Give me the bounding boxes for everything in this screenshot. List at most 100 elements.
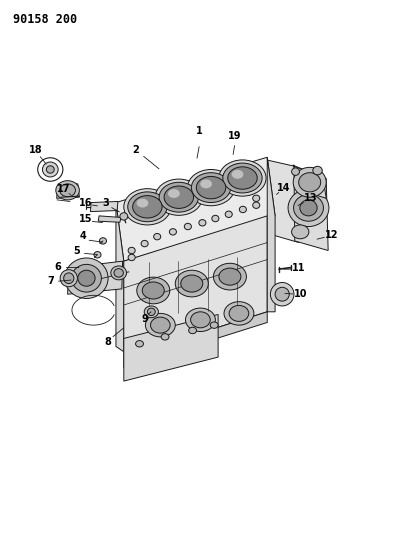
Ellipse shape	[65, 258, 108, 298]
Ellipse shape	[185, 308, 215, 332]
Polygon shape	[90, 201, 118, 212]
Ellipse shape	[137, 277, 170, 304]
Ellipse shape	[154, 233, 161, 240]
Ellipse shape	[200, 180, 212, 188]
Ellipse shape	[212, 215, 219, 222]
Text: 1: 1	[196, 126, 203, 135]
Ellipse shape	[151, 317, 170, 333]
Text: 6: 6	[55, 262, 62, 271]
Polygon shape	[98, 216, 121, 222]
Ellipse shape	[60, 184, 75, 197]
Ellipse shape	[124, 189, 171, 225]
Ellipse shape	[253, 202, 260, 208]
Text: 2: 2	[132, 146, 139, 155]
Text: 5: 5	[73, 246, 81, 255]
Text: 19: 19	[228, 131, 242, 141]
Text: 18: 18	[29, 146, 43, 155]
Ellipse shape	[293, 167, 326, 197]
Ellipse shape	[137, 199, 149, 207]
Ellipse shape	[187, 169, 235, 206]
Ellipse shape	[313, 166, 322, 175]
Ellipse shape	[99, 238, 107, 244]
Polygon shape	[116, 203, 124, 352]
Ellipse shape	[128, 254, 135, 261]
Ellipse shape	[228, 167, 257, 189]
Ellipse shape	[210, 322, 218, 328]
Ellipse shape	[300, 200, 317, 216]
Ellipse shape	[253, 195, 260, 201]
Ellipse shape	[189, 327, 196, 334]
Ellipse shape	[142, 282, 164, 299]
Ellipse shape	[229, 305, 249, 321]
Ellipse shape	[299, 173, 321, 192]
Ellipse shape	[159, 182, 198, 212]
Text: 17: 17	[57, 184, 70, 194]
Ellipse shape	[191, 173, 231, 203]
Ellipse shape	[213, 263, 246, 290]
Polygon shape	[124, 314, 218, 381]
Polygon shape	[57, 184, 79, 198]
Text: 14: 14	[277, 183, 290, 192]
Ellipse shape	[128, 192, 167, 222]
Ellipse shape	[78, 270, 95, 286]
Polygon shape	[124, 216, 267, 357]
Ellipse shape	[72, 264, 101, 292]
Ellipse shape	[64, 273, 74, 284]
Text: 10: 10	[294, 289, 307, 299]
Polygon shape	[124, 312, 267, 368]
Text: 7: 7	[47, 277, 54, 286]
Ellipse shape	[270, 282, 294, 306]
Text: 16: 16	[79, 198, 92, 207]
Ellipse shape	[155, 179, 202, 215]
Ellipse shape	[42, 162, 58, 177]
Ellipse shape	[128, 247, 135, 254]
Polygon shape	[293, 165, 328, 251]
Ellipse shape	[292, 168, 299, 175]
Ellipse shape	[120, 213, 128, 220]
Ellipse shape	[114, 269, 123, 277]
Ellipse shape	[161, 334, 169, 340]
Ellipse shape	[145, 313, 175, 337]
Ellipse shape	[133, 196, 162, 218]
Ellipse shape	[219, 268, 241, 285]
Ellipse shape	[232, 170, 244, 179]
Ellipse shape	[184, 223, 191, 230]
Text: 90158 200: 90158 200	[13, 13, 77, 26]
Ellipse shape	[294, 195, 323, 221]
Ellipse shape	[168, 189, 180, 198]
Ellipse shape	[223, 163, 262, 193]
Ellipse shape	[196, 176, 226, 199]
Ellipse shape	[111, 266, 127, 280]
Text: 9: 9	[141, 314, 148, 324]
Ellipse shape	[181, 275, 203, 292]
Text: 4: 4	[79, 231, 86, 240]
Text: 3: 3	[103, 198, 110, 207]
Ellipse shape	[141, 240, 148, 247]
Ellipse shape	[224, 302, 254, 325]
Ellipse shape	[199, 220, 206, 226]
Ellipse shape	[56, 181, 79, 200]
Polygon shape	[116, 157, 275, 261]
Ellipse shape	[219, 160, 266, 196]
Polygon shape	[68, 261, 123, 294]
Ellipse shape	[60, 270, 77, 287]
Ellipse shape	[288, 189, 329, 227]
Text: 15: 15	[79, 214, 92, 223]
Ellipse shape	[169, 229, 176, 235]
Ellipse shape	[175, 270, 208, 297]
Ellipse shape	[239, 206, 246, 213]
Text: 13: 13	[304, 193, 317, 203]
Ellipse shape	[191, 312, 210, 328]
Ellipse shape	[164, 186, 194, 208]
Ellipse shape	[136, 341, 143, 347]
Ellipse shape	[144, 306, 158, 318]
Text: 8: 8	[105, 337, 112, 347]
Text: 11: 11	[292, 263, 305, 272]
Ellipse shape	[292, 225, 309, 239]
Ellipse shape	[275, 287, 289, 301]
Polygon shape	[266, 160, 299, 312]
Ellipse shape	[225, 211, 232, 217]
Ellipse shape	[147, 308, 155, 316]
Polygon shape	[294, 166, 326, 198]
Ellipse shape	[46, 166, 54, 173]
